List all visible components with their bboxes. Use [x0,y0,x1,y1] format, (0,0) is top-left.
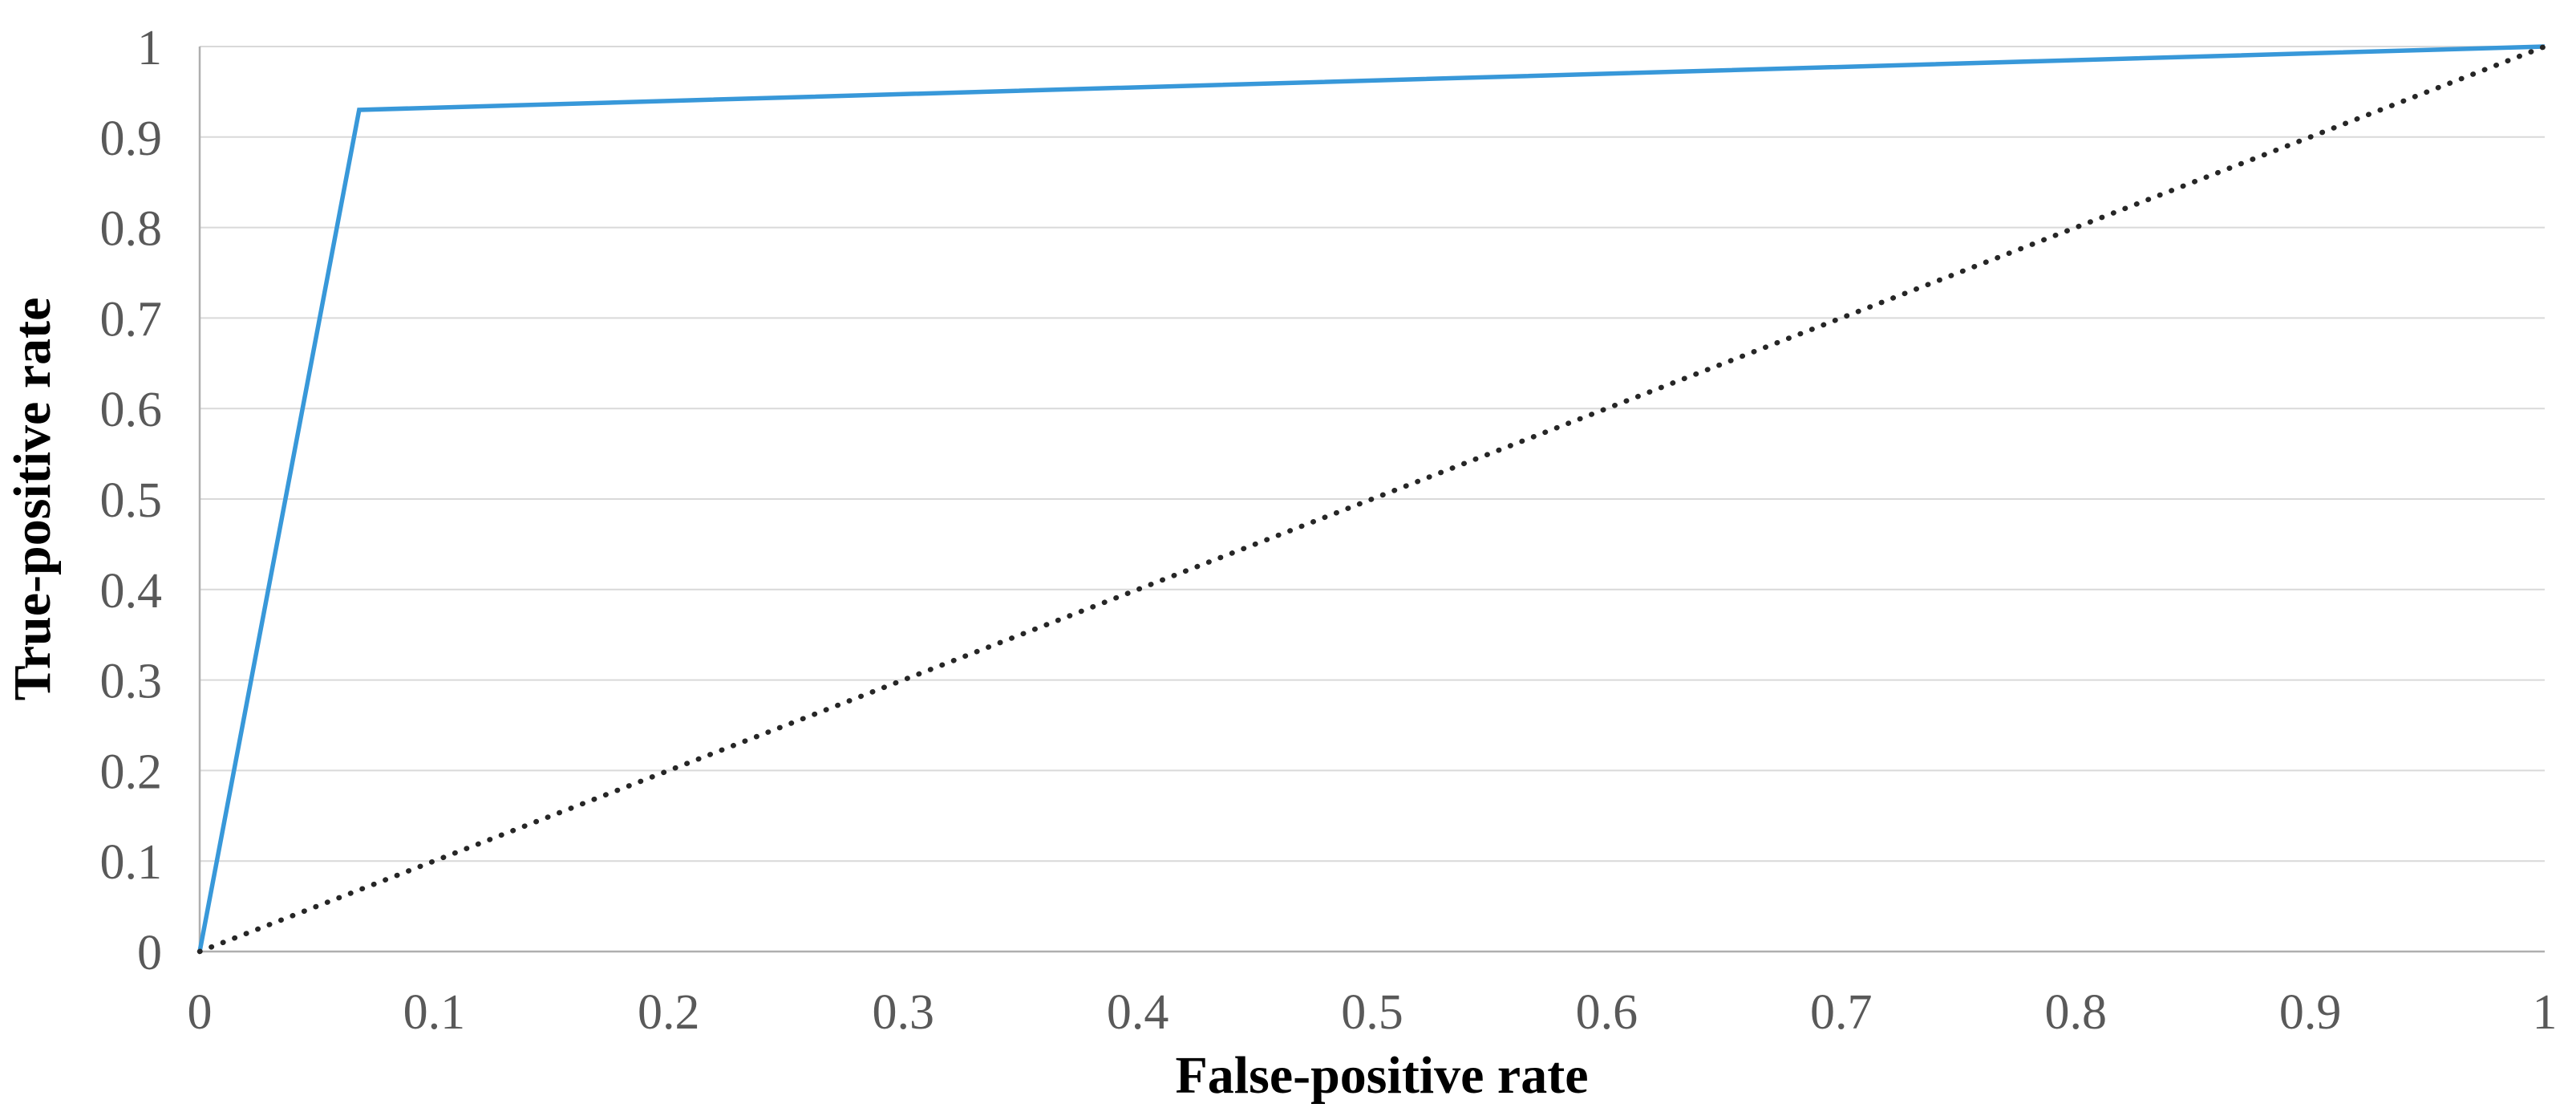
gridlines [200,46,2545,862]
x-tick-label: 0.7 [1810,985,1873,1040]
x-axis-title: False-positive rate [1175,1046,1588,1105]
x-tick-label: 0.9 [2279,985,2342,1040]
x-tick-label: 1 [2533,985,2558,1040]
y-tick-label: 0.2 [100,745,163,799]
roc-curve-line [197,44,2546,952]
axes [198,47,2545,953]
x-tick-label: 0.3 [872,985,934,1040]
x-tick-label: 0.5 [1341,985,1403,1040]
x-tick-labels: 0 0.1 0.2 0.3 0.4 0.5 0.6 0.7 0.8 0.9 1 [188,985,2558,1040]
y-tick-label: 0.3 [100,655,163,709]
y-tick-label: 0.9 [100,112,163,166]
x-tick-label: 0.4 [1107,985,1169,1040]
y-tick-label: 0.4 [100,564,163,619]
series-lines [196,43,2548,955]
y-tick-label: 0.8 [100,202,163,257]
x-tick-label: 0.6 [1576,985,1638,1040]
y-axis-title: True-positive rate [3,298,62,701]
y-tick-label: 0 [137,926,162,980]
x-tick-label: 0.8 [2044,985,2107,1040]
x-tick-label: 0 [188,985,213,1040]
x-tick-label: 0.1 [403,985,466,1040]
y-tick-label: 1 [137,21,162,75]
y-tick-label: 0.7 [100,292,163,347]
diagonal-reference-line [196,43,2548,955]
y-tick-labels: 0 0.1 0.2 0.3 0.4 0.5 0.6 0.7 0.8 0.9 1 [100,21,163,980]
x-tick-label: 0.2 [638,985,700,1040]
y-tick-label: 0.6 [100,383,163,437]
y-tick-label: 0.5 [100,473,163,528]
y-tick-label: 0.1 [100,835,163,890]
